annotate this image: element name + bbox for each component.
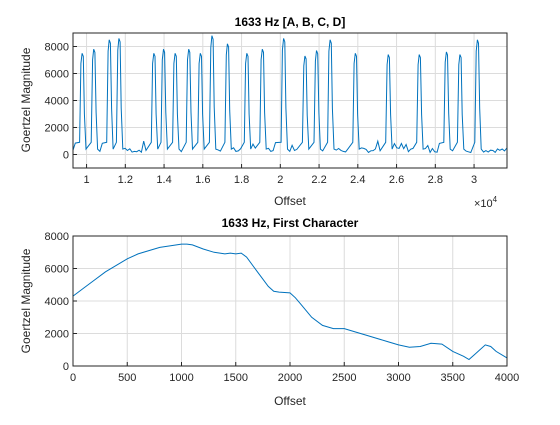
chart-bottom-title: 1633 Hz, First Character [222, 216, 359, 230]
chart-top-y-label: Goertzel Magnitude [19, 47, 33, 152]
chart-top-series-line [72, 35, 508, 154]
x-tick-label: 1.6 [195, 174, 210, 186]
chart-top-x-ticks: 1 1.2 1.4 1.6 1.8 2 2.2 2.4 2.6 2.8 3 [84, 164, 477, 186]
y-tick-label: 0 [63, 361, 69, 373]
y-tick-label: 8000 [45, 231, 69, 243]
y-tick-label: 6000 [45, 264, 69, 276]
x-tick-label: 2.8 [428, 174, 443, 186]
chart-bottom-series-line [72, 243, 508, 361]
x-tick-label: 3 [471, 174, 477, 186]
x-tick-label: 1.8 [234, 174, 249, 186]
x-tick-label: 0 [70, 372, 76, 384]
chart-top-title: 1633 Hz [A, B, C, D] [235, 15, 346, 29]
x-tick-label: 2000 [278, 372, 302, 384]
x-tick-label: 2500 [332, 372, 356, 384]
y-tick-label: 8000 [45, 42, 69, 54]
x-tick-label: 1.2 [118, 174, 133, 186]
x-tick-label: 1000 [169, 372, 193, 384]
chart-top-x-exponent: ×104 [474, 195, 498, 210]
x-tick-label: 1 [84, 174, 90, 186]
x-tick-label: 2 [277, 174, 283, 186]
chart-bottom-x-ticks: 0 500 1000 1500 2000 2500 3000 3500 4000 [70, 362, 519, 384]
x-tick-label: 2.6 [389, 174, 404, 186]
chart-top-y-ticks: 0 2000 4000 6000 8000 [45, 42, 77, 162]
y-tick-label: 4000 [45, 96, 69, 108]
y-tick-label: 2000 [45, 123, 69, 135]
x-tick-label: 1.4 [156, 174, 171, 186]
x-tick-label: 3500 [441, 372, 465, 384]
x-tick-label: 1500 [224, 372, 248, 384]
y-tick-label: 4000 [45, 296, 69, 308]
chart-top-x-exponent-power: 4 [493, 195, 498, 204]
chart-bottom-y-ticks: 0 2000 4000 6000 8000 [45, 231, 77, 373]
chart-bottom-y-label: Goertzel Magnitude [19, 248, 33, 353]
x-tick-label: 2.2 [311, 174, 326, 186]
y-tick-label: 2000 [45, 329, 69, 341]
x-tick-label: 500 [118, 372, 136, 384]
y-tick-label: 6000 [45, 69, 69, 81]
chart-bottom-x-label: Offset [274, 394, 306, 408]
chart-bottom: 0 500 1000 1500 2000 2500 3000 3500 4000 0 2000 40… [19, 216, 519, 408]
x-tick-label: 3000 [386, 372, 410, 384]
y-tick-label: 0 [63, 150, 69, 162]
chart-top: 1 1.2 1.4 1.6 1.8 2 2.2 2.4 2.6 2.8 3 0 2000 4000 600… [19, 15, 508, 210]
x-tick-label: 2.4 [350, 174, 365, 186]
x-tick-label: 4000 [495, 372, 519, 384]
chart-top-x-exponent-base: ×10 [474, 198, 493, 210]
chart-top-x-label: Offset [274, 194, 306, 208]
